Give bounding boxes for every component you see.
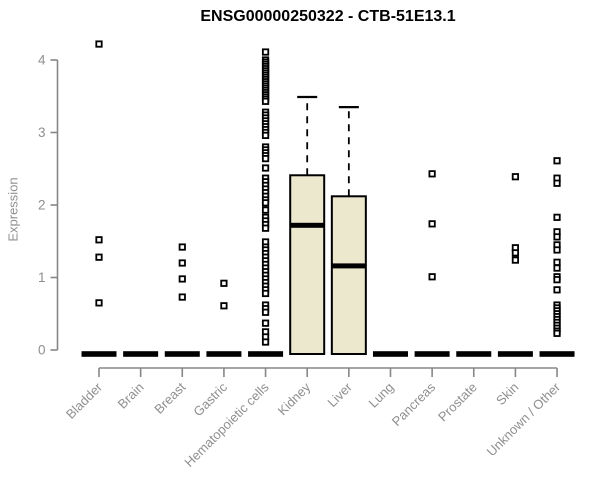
box-liver (330, 195, 367, 355)
outlier-point-unknown-other (553, 264, 561, 272)
category-label: Kidney (275, 379, 314, 418)
zero-bar-gastric (206, 351, 242, 357)
box-kidney (289, 174, 326, 355)
outlier-point-hematopoietic-cells (261, 48, 270, 56)
outlier-point-unknown-other (553, 286, 561, 294)
category-label: Skin (493, 380, 521, 408)
category-label: Lung (366, 380, 397, 411)
outlier-point-pancreas (428, 170, 436, 178)
zero-bar-lung (372, 351, 408, 357)
category-label: Pancreas (389, 379, 439, 429)
outlier-point-hematopoietic-cells (261, 338, 270, 346)
zero-bar-hematopoietic-cells (248, 351, 284, 357)
outlier-point-gastric (220, 279, 228, 287)
outlier-point-breast (178, 243, 186, 251)
category-label: Unknown / Other (484, 379, 564, 459)
outlier-point-hematopoietic-cells (261, 224, 270, 232)
outlier-point-hematopoietic-cells (261, 308, 270, 316)
outlier-point-unknown-other (553, 246, 561, 254)
zero-bar-breast (164, 351, 200, 357)
outlier-point-hematopoietic-cells (261, 154, 270, 163)
category-label: Breast (151, 379, 188, 416)
outlier-point-unknown-other (553, 233, 561, 241)
outlier-point-breast (178, 293, 186, 301)
chart-title: ENSG00000250322 - CTB-51E13.1 (200, 8, 456, 25)
y-tick-label: 4 (38, 53, 46, 68)
category-label: Gastric (190, 379, 230, 419)
outlier-point-unknown-other (553, 258, 561, 266)
outlier-point-breast (178, 259, 186, 267)
y-tick-label: 3 (38, 125, 46, 140)
outlier-point-bladder (95, 299, 103, 307)
category-label: Brain (115, 380, 147, 412)
zero-bar-brain (123, 351, 159, 357)
y-tick-label: 0 (38, 343, 46, 358)
outlier-point-hematopoietic-cells (261, 206, 270, 214)
outlier-point-bladder (95, 40, 103, 48)
outlier-point-unknown-other (553, 329, 561, 337)
category-label: Prostate (435, 380, 480, 425)
zero-bar-pancreas (414, 351, 450, 357)
outlier-point-hematopoietic-cells (261, 199, 270, 207)
outlier-point-unknown-other (553, 276, 561, 284)
y-tick-label: 2 (38, 198, 46, 213)
outlier-point-unknown-other (553, 213, 561, 221)
outlier-point-hematopoietic-cells (261, 289, 270, 298)
outlier-point-bladder (95, 236, 103, 244)
outlier-point-pancreas (428, 220, 436, 228)
median-line-liver (331, 263, 366, 269)
outlier-point-skin (511, 249, 520, 257)
outlier-point-hematopoietic-cells (261, 97, 270, 105)
outlier-point-gastric (220, 302, 228, 310)
outlier-point-hematopoietic-cells (261, 131, 270, 139)
zero-bar-prostate (456, 351, 492, 357)
zero-bar-bladder (81, 351, 117, 357)
outlier-point-unknown-other (553, 179, 561, 187)
outlier-point-hematopoietic-cells (261, 319, 270, 327)
median-line-kidney (290, 222, 325, 228)
outlier-point-skin (511, 256, 520, 264)
category-label: Liver (324, 379, 355, 410)
outlier-point-skin (511, 173, 520, 181)
y-tick-label: 1 (38, 270, 46, 285)
outlier-point-unknown-other (553, 157, 561, 165)
zero-bar-unknown-other (539, 351, 575, 357)
outlier-point-bladder (95, 253, 103, 261)
outlier-point-breast (178, 275, 186, 283)
category-label: Bladder (63, 379, 106, 422)
zero-bar-skin (497, 351, 533, 357)
outlier-point-pancreas (428, 273, 436, 281)
y-axis-title: Expression (5, 177, 21, 242)
outlier-point-hematopoietic-cells (261, 164, 270, 172)
